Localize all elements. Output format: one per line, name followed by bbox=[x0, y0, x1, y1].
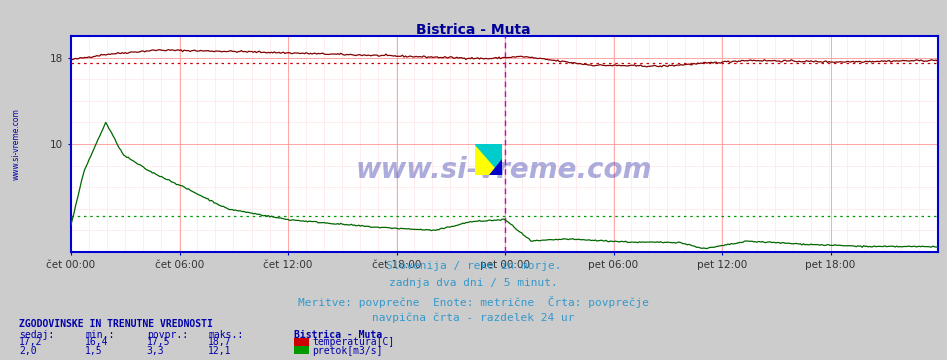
Text: pretok[m3/s]: pretok[m3/s] bbox=[313, 346, 383, 356]
Text: 2,0: 2,0 bbox=[19, 346, 37, 356]
Text: Bistrica - Muta: Bistrica - Muta bbox=[416, 23, 531, 37]
Text: www.si-vreme.com: www.si-vreme.com bbox=[11, 108, 21, 180]
Text: min.:: min.: bbox=[85, 330, 115, 340]
Text: navpična črta - razdelek 24 ur: navpična črta - razdelek 24 ur bbox=[372, 313, 575, 323]
Text: Bistrica - Muta: Bistrica - Muta bbox=[294, 330, 382, 340]
Text: 16,4: 16,4 bbox=[85, 337, 109, 347]
Polygon shape bbox=[475, 144, 502, 175]
Text: 12,1: 12,1 bbox=[208, 346, 232, 356]
Text: maks.:: maks.: bbox=[208, 330, 243, 340]
Text: 18,7: 18,7 bbox=[208, 337, 232, 347]
Text: Meritve: povprečne  Enote: metrične  Črta: povprečje: Meritve: povprečne Enote: metrične Črta:… bbox=[298, 296, 649, 307]
Text: povpr.:: povpr.: bbox=[147, 330, 188, 340]
Polygon shape bbox=[475, 144, 502, 175]
Text: temperatura[C]: temperatura[C] bbox=[313, 337, 395, 347]
Text: sedaj:: sedaj: bbox=[19, 330, 54, 340]
Text: Slovenija / reke in morje.: Slovenija / reke in morje. bbox=[385, 261, 562, 271]
Text: zadnja dva dni / 5 minut.: zadnja dva dni / 5 minut. bbox=[389, 278, 558, 288]
Text: 1,5: 1,5 bbox=[85, 346, 103, 356]
Text: 17,5: 17,5 bbox=[147, 337, 170, 347]
Text: 17,2: 17,2 bbox=[19, 337, 43, 347]
Polygon shape bbox=[489, 159, 502, 175]
Text: ZGODOVINSKE IN TRENUTNE VREDNOSTI: ZGODOVINSKE IN TRENUTNE VREDNOSTI bbox=[19, 319, 213, 329]
Text: www.si-vreme.com: www.si-vreme.com bbox=[356, 156, 652, 184]
Text: 3,3: 3,3 bbox=[147, 346, 165, 356]
